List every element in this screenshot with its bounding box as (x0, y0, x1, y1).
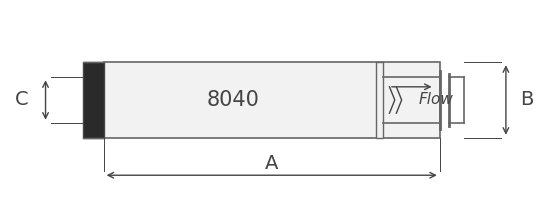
Bar (82, 62, 104, 138)
Text: A: A (265, 154, 278, 173)
Text: Flow: Flow (419, 91, 453, 107)
Text: 8040: 8040 (207, 90, 260, 110)
Text: B: B (520, 90, 534, 109)
Bar (104, 62, 440, 138)
Bar (376, 62, 383, 138)
Text: C: C (15, 90, 28, 109)
